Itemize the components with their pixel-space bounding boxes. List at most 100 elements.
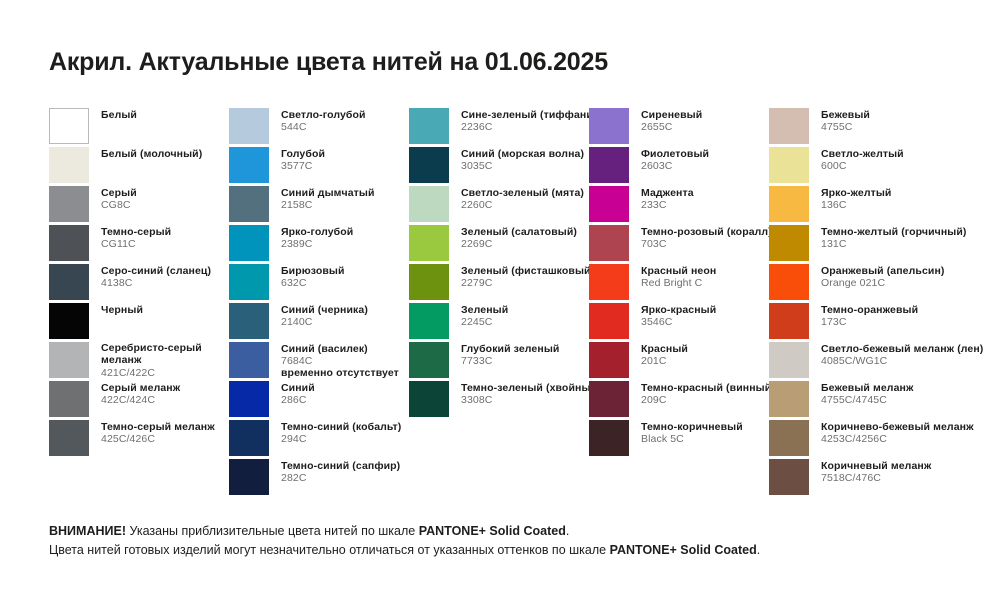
- swatch-row[interactable]: Белый (молочный): [49, 147, 229, 186]
- color-swatch[interactable]: [49, 186, 89, 222]
- color-swatch[interactable]: [409, 342, 449, 378]
- swatch-name: Синий (морская волна): [461, 148, 585, 160]
- swatch-row[interactable]: Светло-голубой 544C: [229, 108, 409, 147]
- color-swatch[interactable]: [589, 420, 629, 456]
- swatch-row[interactable]: Синий (василек) 7684C временно отсутствует: [229, 342, 409, 381]
- color-swatch[interactable]: [769, 147, 809, 183]
- swatch-row[interactable]: Ярко-желтый 136C: [769, 186, 969, 225]
- swatch-row[interactable]: Темно-коричневый Black 5C: [589, 420, 769, 459]
- swatch-row[interactable]: Синий дымчатый 2158C: [229, 186, 409, 225]
- swatch-row[interactable]: Синий (морская волна) 3035C: [409, 147, 589, 186]
- color-swatch[interactable]: [229, 225, 269, 261]
- swatch-row[interactable]: Фиолетовый 2603C: [589, 147, 769, 186]
- swatch-labels: Коричнево-бежевый меланж 4253C/4256C: [809, 420, 974, 445]
- swatch-row[interactable]: Светло-зеленый (мята) 2260C: [409, 186, 589, 225]
- color-swatch[interactable]: [49, 381, 89, 417]
- swatch-row[interactable]: Сиреневый 2655C: [589, 108, 769, 147]
- color-swatch[interactable]: [769, 186, 809, 222]
- color-swatch[interactable]: [229, 459, 269, 495]
- color-swatch[interactable]: [229, 108, 269, 144]
- color-swatch[interactable]: [589, 342, 629, 378]
- color-swatch[interactable]: [229, 303, 269, 339]
- swatch-row[interactable]: Голубой 3577C: [229, 147, 409, 186]
- swatch-row[interactable]: Бирюзовый 632C: [229, 264, 409, 303]
- swatch-row[interactable]: Темно-серый меланж 425C/426C: [49, 420, 229, 459]
- swatch-row[interactable]: Коричнево-бежевый меланж 4253C/4256C: [769, 420, 974, 459]
- swatch-labels: Темно-розовый (коралл) 703C: [629, 225, 772, 250]
- color-swatch[interactable]: [409, 147, 449, 183]
- swatch-labels: Сиреневый 2655C: [629, 108, 702, 133]
- swatch-row[interactable]: Темно-красный (винный) 209C: [589, 381, 775, 420]
- color-swatch[interactable]: [229, 420, 269, 456]
- swatch-row[interactable]: Бежевый 4755C: [769, 108, 969, 147]
- swatch-row[interactable]: Сине-зеленый (тиффани) 2236C: [409, 108, 596, 147]
- swatch-row[interactable]: Ярко-красный 3546C: [589, 303, 769, 342]
- swatch-row[interactable]: Темно-синий (кобальт) 294C: [229, 420, 409, 459]
- color-swatch[interactable]: [589, 381, 629, 417]
- color-swatch[interactable]: [589, 186, 629, 222]
- color-swatch[interactable]: [229, 381, 269, 417]
- color-swatch[interactable]: [49, 303, 89, 339]
- swatch-row[interactable]: Серо-синий (сланец) 4138C: [49, 264, 229, 303]
- color-swatch[interactable]: [229, 147, 269, 183]
- color-swatch[interactable]: [589, 264, 629, 300]
- color-swatch[interactable]: [769, 264, 809, 300]
- swatch-row[interactable]: Зеленый (фисташковый) 2279C: [409, 264, 594, 303]
- swatch-row[interactable]: Глубокий зеленый 7733C: [409, 342, 589, 381]
- color-swatch[interactable]: [49, 264, 89, 300]
- color-swatch[interactable]: [409, 108, 449, 144]
- color-swatch[interactable]: [409, 264, 449, 300]
- swatch-row[interactable]: Темно-розовый (коралл) 703C: [589, 225, 772, 264]
- swatch-row[interactable]: Темно-оранжевый 173C: [769, 303, 969, 342]
- swatch-row[interactable]: Серый CG8C: [49, 186, 229, 225]
- color-swatch[interactable]: [49, 225, 89, 261]
- swatch-row[interactable]: Синий 286C: [229, 381, 409, 420]
- color-swatch[interactable]: [409, 225, 449, 261]
- swatch-row[interactable]: Оранжевый (апельсин) Orange 021C: [769, 264, 969, 303]
- swatch-row[interactable]: Темно-синий (сапфир) 282C: [229, 459, 409, 498]
- swatch-labels: Красный неон Red Bright C: [629, 264, 716, 289]
- swatch-name: Черный: [101, 304, 143, 316]
- color-swatch[interactable]: [49, 108, 89, 144]
- swatch-row[interactable]: Белый: [49, 108, 229, 147]
- color-swatch[interactable]: [49, 420, 89, 456]
- color-swatch[interactable]: [589, 303, 629, 339]
- swatch-row[interactable]: Зеленый (салатовый) 2269C: [409, 225, 589, 264]
- color-swatch[interactable]: [49, 342, 89, 378]
- swatch-row[interactable]: Красный 201C: [589, 342, 769, 381]
- swatch-name: Темно-серый меланж: [101, 421, 215, 433]
- swatch-row[interactable]: Маджента 233C: [589, 186, 769, 225]
- swatch-row[interactable]: Темно-зеленый (хвойный) 3308C: [409, 381, 601, 420]
- swatch-row[interactable]: Синий (черника) 2140C: [229, 303, 409, 342]
- color-swatch[interactable]: [409, 303, 449, 339]
- swatch-row[interactable]: Бежевый меланж 4755C/4745C: [769, 381, 969, 420]
- color-swatch[interactable]: [229, 186, 269, 222]
- swatch-row[interactable]: Черный: [49, 303, 229, 342]
- color-swatch[interactable]: [769, 108, 809, 144]
- color-swatch[interactable]: [409, 186, 449, 222]
- color-swatch[interactable]: [229, 264, 269, 300]
- color-swatch[interactable]: [589, 225, 629, 261]
- color-swatch[interactable]: [589, 147, 629, 183]
- color-swatch[interactable]: [769, 342, 809, 378]
- color-swatch[interactable]: [769, 459, 809, 495]
- swatch-row[interactable]: Светло-бежевый меланж (лен) 4085C/WG1C: [769, 342, 983, 381]
- color-swatch[interactable]: [769, 420, 809, 456]
- color-swatch[interactable]: [589, 108, 629, 144]
- color-swatch[interactable]: [409, 381, 449, 417]
- swatch-row[interactable]: Серый меланж 422C/424C: [49, 381, 229, 420]
- color-swatch[interactable]: [769, 225, 809, 261]
- swatch-row[interactable]: Зеленый 2245C: [409, 303, 589, 342]
- color-swatch[interactable]: [229, 342, 269, 378]
- swatch-row[interactable]: Красный неон Red Bright C: [589, 264, 769, 303]
- color-swatch[interactable]: [769, 303, 809, 339]
- swatch-row[interactable]: Темно-серый CG11C: [49, 225, 229, 264]
- color-swatch[interactable]: [49, 147, 89, 183]
- swatch-row[interactable]: Коричневый меланж 7518C/476C: [769, 459, 969, 498]
- swatch-row[interactable]: Серебристо-серый меланж 421C/422C: [49, 342, 229, 381]
- swatch-row[interactable]: Ярко-голубой 2389C: [229, 225, 409, 264]
- swatch-row[interactable]: Светло-желтый 600C: [769, 147, 969, 186]
- color-swatch[interactable]: [769, 381, 809, 417]
- swatch-row[interactable]: Темно-желтый (горчичный) 131C: [769, 225, 969, 264]
